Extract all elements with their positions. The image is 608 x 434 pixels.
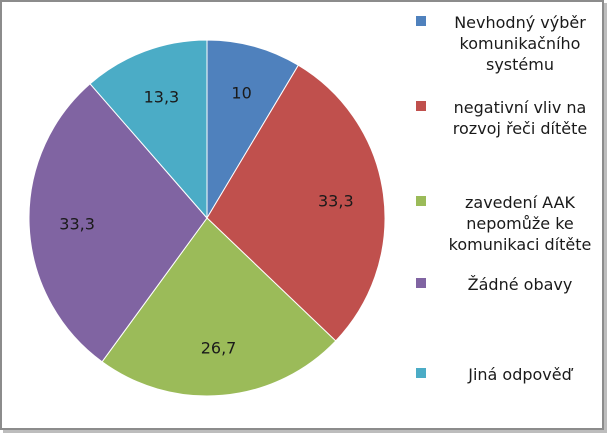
pie-slice-5 xyxy=(89,39,208,220)
legend-swatch-4 xyxy=(416,278,426,288)
legend-label-2: negativní vliv na rozvoj řeči dítěte xyxy=(452,98,588,138)
legend-label-4: Žádné obavy xyxy=(467,275,573,294)
data-label-4: 33,3 xyxy=(59,215,95,234)
data-label-5: 13,3 xyxy=(144,87,180,106)
legend-swatch-1 xyxy=(416,16,426,26)
pie-slice-1 xyxy=(206,39,300,220)
legend-swatch-5 xyxy=(416,368,426,378)
data-label-1: 10 xyxy=(231,84,251,103)
pie-slice-3 xyxy=(101,217,337,397)
legend-label-3: zavedení AAK nepomůže ke komunikaci dítě… xyxy=(448,193,592,254)
pie-slice-4 xyxy=(28,83,208,363)
legend-swatch-3 xyxy=(416,196,426,206)
data-label-2: 33,3 xyxy=(318,192,354,211)
data-label-3: 26,7 xyxy=(201,338,237,357)
legend-label-5: Jiná odpověď xyxy=(468,365,572,384)
legend-label-1: Nevhodný výběr komunikačního systému xyxy=(454,13,586,74)
legend-swatch-2 xyxy=(416,101,426,111)
pie-slice-2 xyxy=(206,64,386,342)
